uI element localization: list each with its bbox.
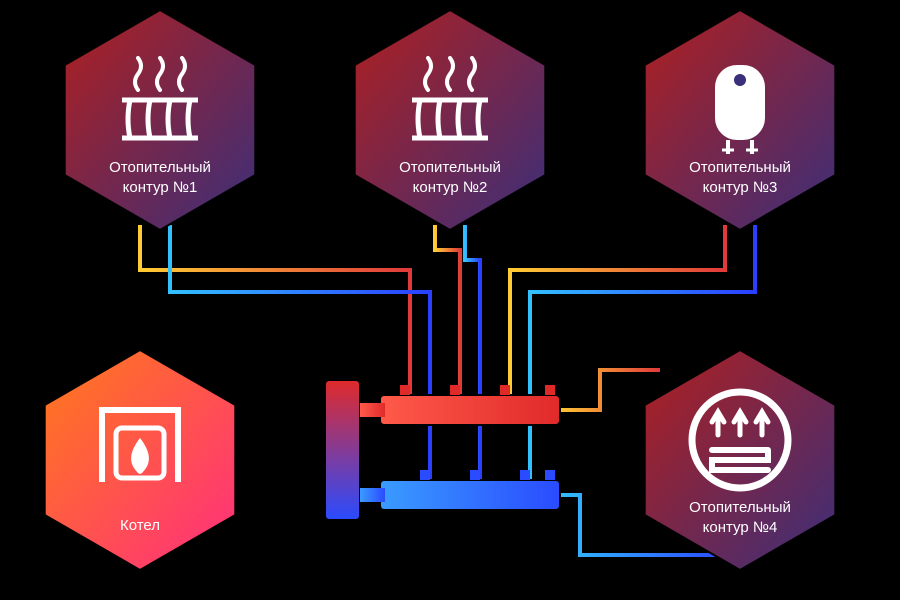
node-label: Отопительный bbox=[109, 159, 211, 176]
node-label: Котел bbox=[120, 517, 160, 534]
manifold-cold bbox=[360, 470, 560, 510]
heating-diagram: Отопительный контур №1 Отопительный контур … bbox=[0, 0, 900, 600]
node-c1: Отопительный контур №1 bbox=[65, 10, 256, 230]
node-label: контур №2 bbox=[413, 179, 488, 196]
node-c4: Отопительный контур №4 bbox=[645, 350, 836, 570]
node-c2: Отопительный контур №2 bbox=[355, 10, 546, 230]
node-boiler: Котел bbox=[45, 350, 236, 570]
node-label: контур №1 bbox=[123, 179, 198, 196]
node-label: Отопительный bbox=[689, 159, 791, 176]
node-label: Отопительный bbox=[399, 159, 501, 176]
node-label: Отопительный bbox=[689, 499, 791, 516]
hydraulic-separator bbox=[325, 380, 360, 520]
node-label: контур №3 bbox=[703, 179, 778, 196]
node-c3: Отопительный контур №3 bbox=[645, 10, 836, 230]
node-label: контур №4 bbox=[703, 519, 778, 536]
